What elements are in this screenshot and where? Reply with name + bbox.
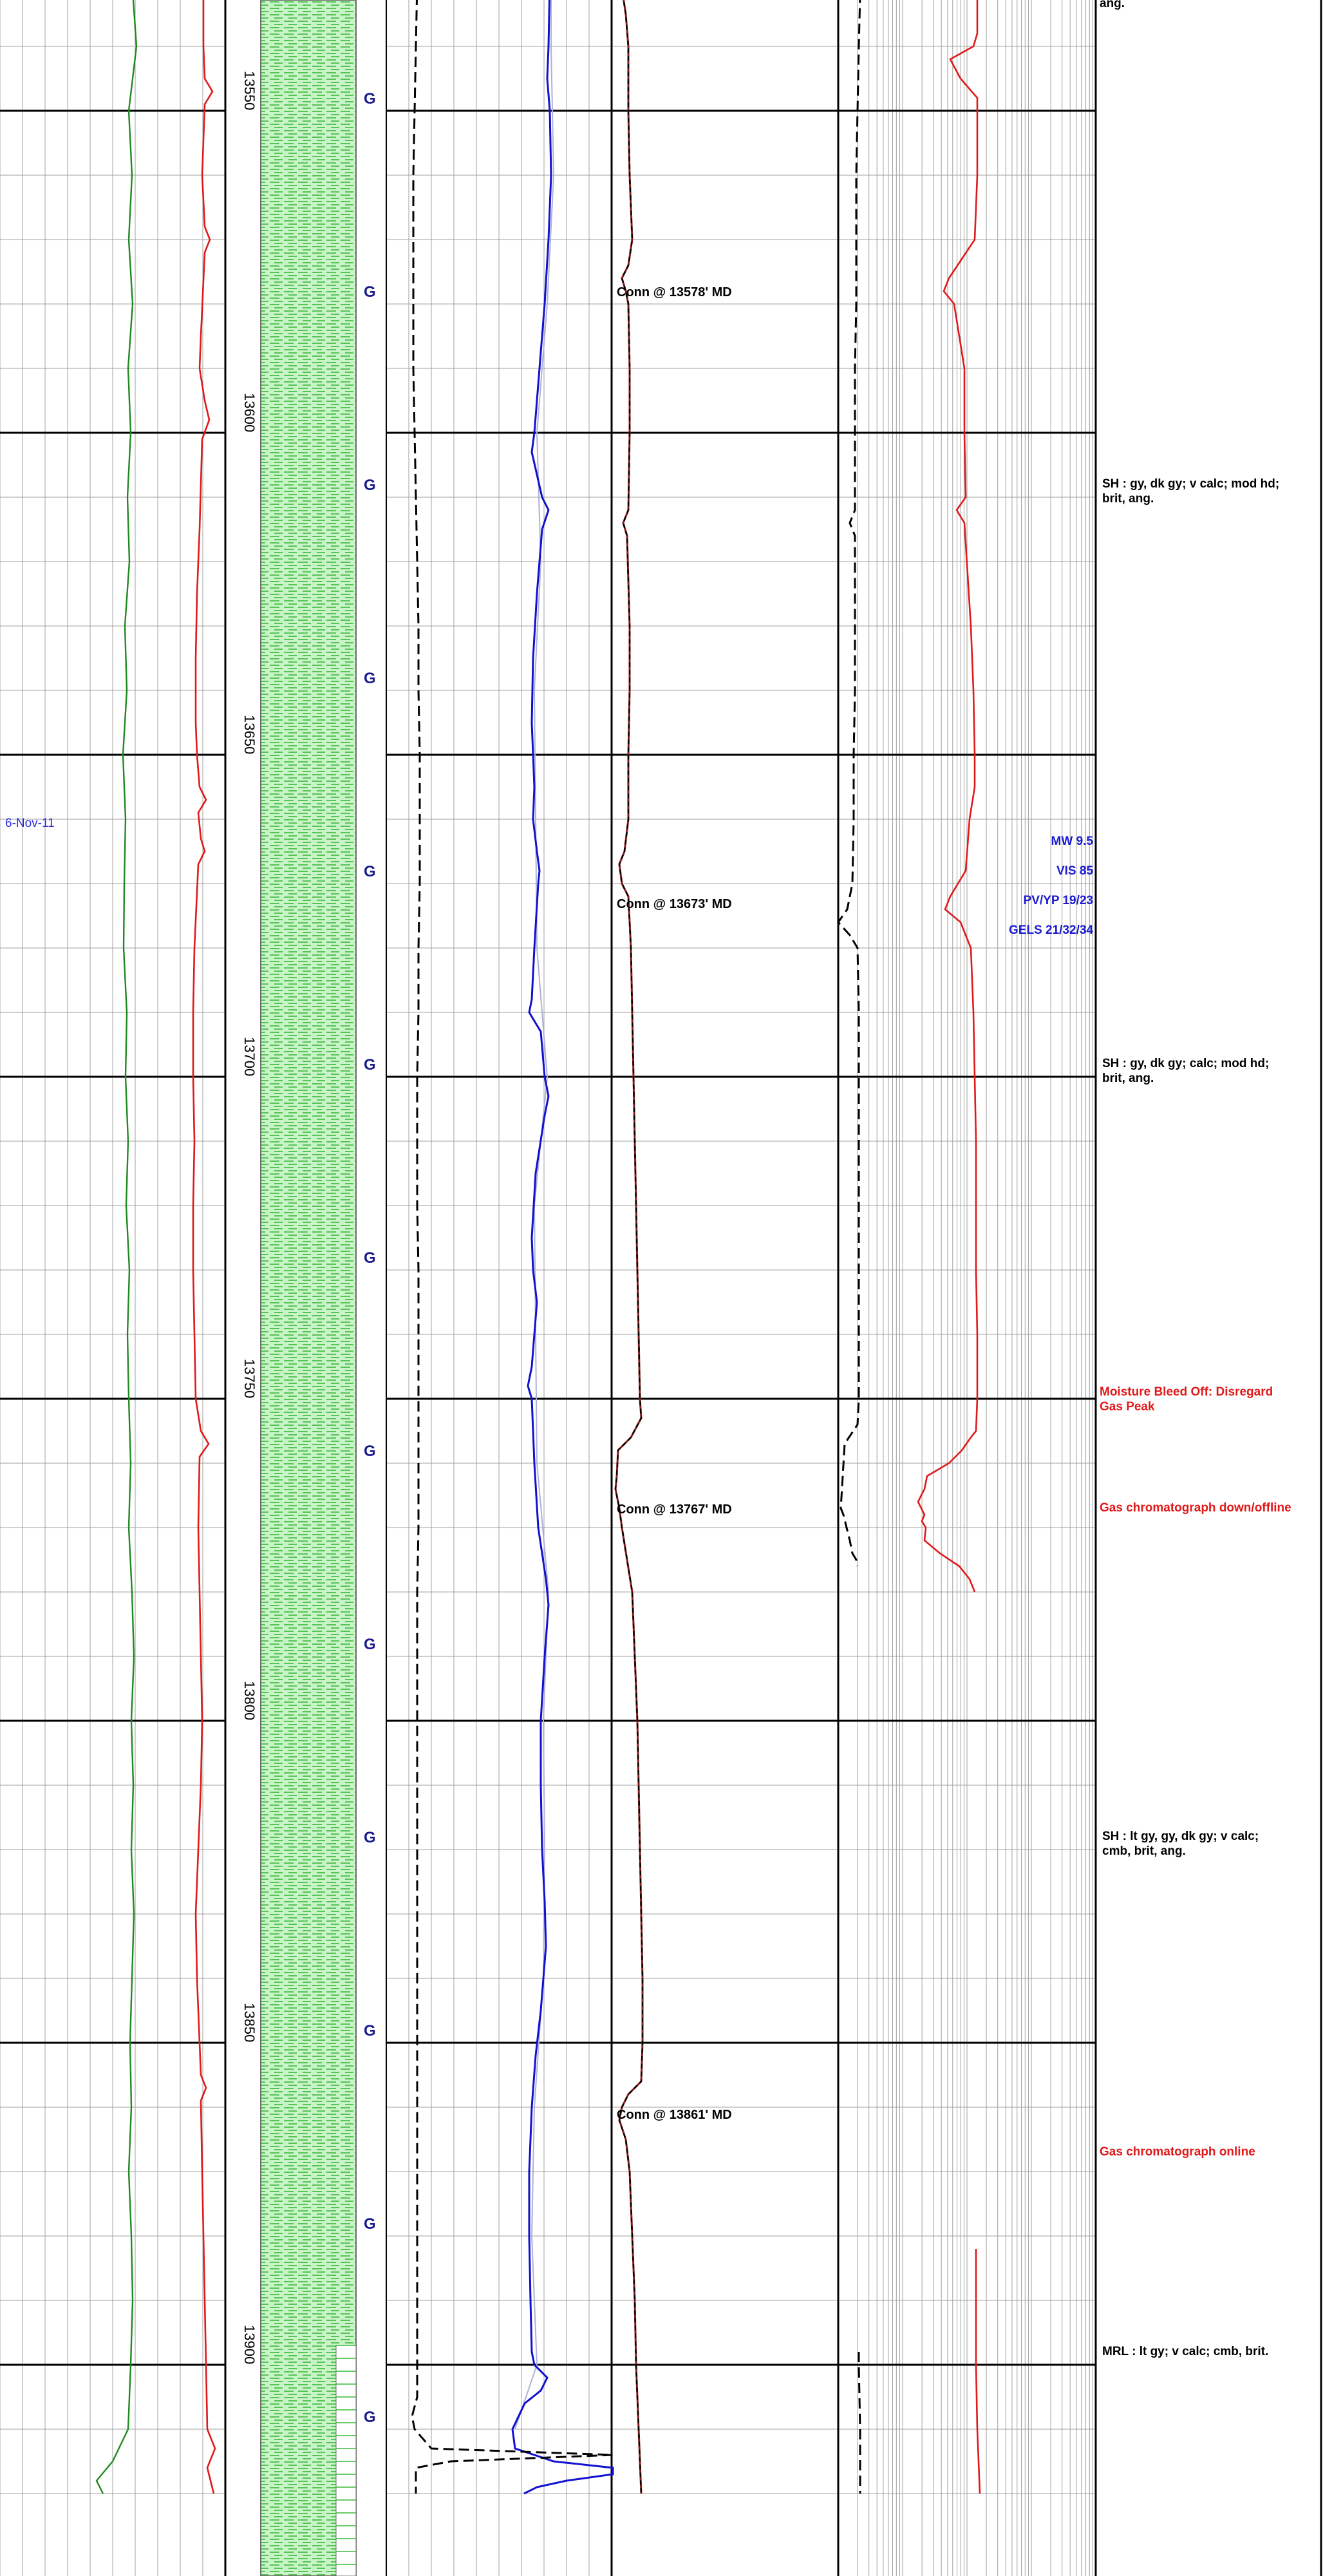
- mud-weight: MW 9.5: [1051, 835, 1093, 848]
- lithology-symbol: G: [364, 477, 376, 494]
- gamma-ray-curve: [95, 0, 138, 2494]
- blue-curve: [511, 0, 614, 2495]
- lithology-description: MRL : lt gy; v calc; cmb, brit.: [1102, 2345, 1269, 2358]
- connection-label: Conn @ 13767' MD: [617, 1502, 732, 1517]
- total-gas-curve-resume: [975, 2249, 981, 2494]
- depth-label: 13700: [241, 1037, 258, 1076]
- depth-label: 13850: [241, 2003, 258, 2042]
- gas-dash-curve-right-resume: [858, 2352, 861, 2494]
- remark-note: Moisture Bleed Off: Disregard Gas Peak: [1100, 1385, 1273, 1414]
- lithology-symbol: G: [364, 283, 376, 301]
- remark-note: Gas chromatograph down/offline: [1100, 1501, 1291, 1515]
- mud-gels: GELS 21/32/34: [1009, 923, 1093, 937]
- lithology-symbol: G: [364, 2215, 376, 2233]
- marl-box: [335, 2345, 357, 2576]
- depth-label: 13900: [241, 2325, 258, 2364]
- lithology-symbol: G: [364, 1056, 376, 1074]
- lithology-symbol: G: [364, 90, 376, 108]
- gas-dash-curve-right: [837, 0, 861, 1567]
- lithology-symbol: G: [364, 1636, 376, 1653]
- date-label: 6-Nov-11: [5, 817, 55, 830]
- connection-label: Conn @ 13673' MD: [617, 897, 732, 911]
- lithology-symbol: G: [364, 1829, 376, 1846]
- depth-label: 13650: [241, 715, 258, 754]
- mud-viscosity: VIS 85: [1056, 864, 1093, 878]
- total-gas-curve: [917, 0, 979, 1593]
- lithology-description: SH : gy, dk gy; calc; mod hd; brit, ang.: [1102, 1057, 1270, 1085]
- gas-dash-curve-left: [411, 0, 614, 2494]
- lithology-symbol: G: [364, 2409, 376, 2426]
- chromatograph-dash-curve: [614, 0, 644, 2494]
- lithology-description: SH : gy, dk gy; v calc; mod hd; brit, an…: [1102, 477, 1280, 506]
- depth-label: 13750: [241, 1359, 258, 1398]
- lithology-symbol: G: [364, 2022, 376, 2040]
- mud-report: MW 9.5 VIS 85 PV/YP 19/23 GELS 21/32/34: [1009, 819, 1093, 952]
- lithology-symbol: G: [364, 863, 376, 880]
- lithology-symbol: G: [364, 670, 376, 687]
- lithology-description: SH : lt gy, gy, dk gy; v calc; cmb, brit…: [1102, 1830, 1259, 1858]
- connection-label: Conn @ 13578' MD: [617, 285, 732, 299]
- lithology-column: [260, 0, 357, 2576]
- depth-label-layer: 13550 13600 13650 13700 13750 13800 13850 13900…: [241, 71, 732, 2426]
- depth-label: 13800: [241, 1681, 258, 1720]
- connection-label: Conn @ 13861' MD: [617, 2108, 732, 2122]
- remark-note: Gas chromatograph online: [1100, 2145, 1255, 2159]
- rop-curve: [192, 0, 216, 2494]
- shale-fill: [260, 0, 357, 2576]
- lithology-symbol: G: [364, 1443, 376, 1460]
- mud-pv-yp: PV/YP 19/23: [1023, 894, 1093, 907]
- lithology-description: ang.: [1100, 0, 1125, 10]
- depth-label: 13550: [241, 71, 258, 110]
- lithology-symbol: G: [364, 1249, 376, 1267]
- depth-label: 13600: [241, 393, 258, 432]
- curve-layer: [95, 0, 981, 2495]
